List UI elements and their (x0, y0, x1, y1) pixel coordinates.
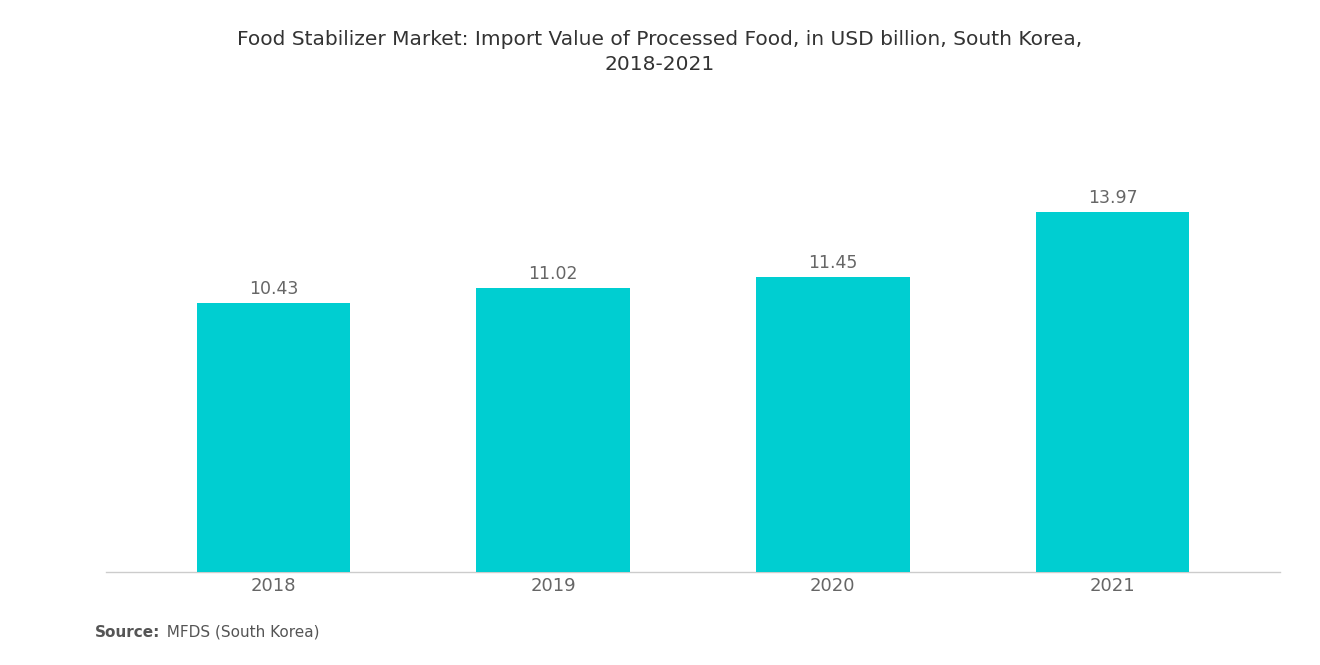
Text: Food Stabilizer Market: Import Value of Processed Food, in USD billion, South Ko: Food Stabilizer Market: Import Value of … (238, 30, 1082, 49)
Text: MFDS (South Korea): MFDS (South Korea) (157, 624, 319, 640)
Bar (477, 288, 630, 572)
Text: 10.43: 10.43 (248, 280, 298, 298)
Text: 2018-2021: 2018-2021 (605, 55, 715, 74)
Text: 13.97: 13.97 (1088, 189, 1138, 207)
Bar (197, 303, 350, 572)
Text: 11.45: 11.45 (808, 254, 858, 272)
Text: Source:: Source: (95, 624, 161, 640)
Bar (1036, 211, 1189, 572)
Text: 11.02: 11.02 (528, 265, 578, 283)
Bar (756, 277, 909, 572)
